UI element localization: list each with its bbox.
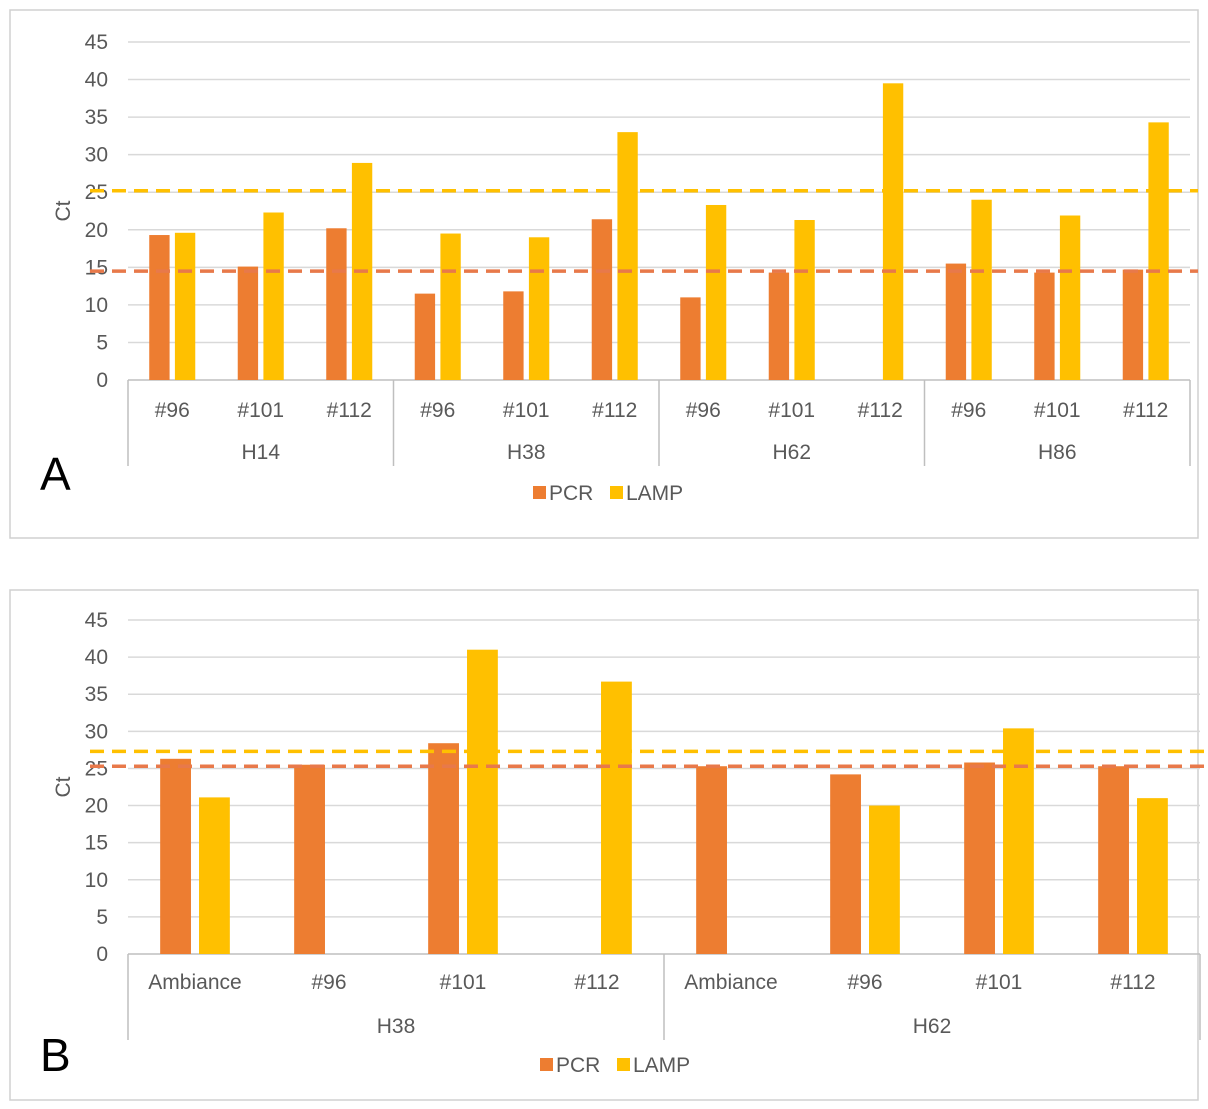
x-group-label: H14 <box>241 441 280 464</box>
bar-lamp <box>601 681 632 954</box>
x-category-label: #112 <box>1110 971 1155 994</box>
bar-pcr <box>1122 269 1144 380</box>
y-tick-label: 30 <box>85 720 108 743</box>
bar-pcr <box>1098 766 1129 954</box>
bar-lamp <box>705 204 727 380</box>
chart-panel-a: 0 5 10 15 20 25 30 35 40 45 Ct #96 #101 #112 #96 #101 #1… <box>9 9 1199 539</box>
y-tick-label: 45 <box>85 31 108 54</box>
y-tick-label: 20 <box>85 795 108 818</box>
legend: PCR LAMP <box>533 482 683 505</box>
bar-lamp <box>617 132 638 380</box>
y-tick-label: 25 <box>85 181 108 204</box>
x-category-label: Ambiance <box>684 971 777 994</box>
legend-label: LAMP <box>626 482 683 505</box>
bar-pcr <box>945 263 967 380</box>
bar-lamp <box>1148 122 1169 380</box>
bar-pcr <box>696 766 727 954</box>
bar-pcr <box>149 235 170 380</box>
bar-pcr <box>414 293 436 380</box>
legend-label: PCR <box>549 482 593 505</box>
legend-swatch-lamp <box>617 1058 630 1071</box>
y-tick-label: 35 <box>85 683 108 706</box>
panel-label: B <box>40 1029 71 1081</box>
y-tick-label: 40 <box>85 646 108 669</box>
x-category-label: #96 <box>311 971 346 994</box>
y-tick-label: 35 <box>85 106 108 129</box>
bar-pcr <box>1034 272 1055 380</box>
y-tick-label: 45 <box>85 609 108 632</box>
y-tick-label: 5 <box>96 906 108 929</box>
bar-lamp <box>174 232 196 380</box>
x-category-label: #112 <box>592 399 637 422</box>
legend-swatch-lamp <box>610 486 623 499</box>
bar-lamp <box>869 805 900 954</box>
bar-pcr <box>294 764 325 954</box>
y-tick-label: 30 <box>85 144 108 167</box>
bar-lamp <box>528 237 550 380</box>
bar-pcr <box>237 266 259 380</box>
x-category-label: #112 <box>1123 399 1168 422</box>
x-category-label: #112 <box>327 399 372 422</box>
x-category-label: #112 <box>574 971 619 994</box>
bar-pcr <box>160 758 191 954</box>
chart-panel-b: 0 5 10 15 20 25 30 35 40 45 Ct Ambiance #96 #101 #112 A… <box>9 589 1208 1101</box>
x-category-label: #101 <box>503 399 550 422</box>
legend-label: LAMP <box>633 1054 690 1077</box>
bar-lamp <box>199 797 230 954</box>
y-tick-label: 15 <box>85 256 108 279</box>
x-category-label: #96 <box>420 399 455 422</box>
bar-lamp <box>1137 798 1168 954</box>
bar-lamp <box>263 212 284 380</box>
panel-label: A <box>40 448 71 500</box>
bar-lamp <box>971 199 992 380</box>
bar-pcr <box>768 272 790 380</box>
y-tick-label: 0 <box>96 943 108 966</box>
x-group-label: H86 <box>1038 441 1077 464</box>
legend-label: PCR <box>556 1054 600 1077</box>
x-category-label: #101 <box>440 971 487 994</box>
x-group-label: H62 <box>772 441 811 464</box>
bar-lamp <box>1003 728 1034 954</box>
y-tick-label: 0 <box>96 369 108 392</box>
x-category-label: #96 <box>951 399 986 422</box>
bar-lamp <box>794 220 815 380</box>
bar-lamp <box>882 83 904 381</box>
bar-pcr <box>964 762 995 954</box>
x-category-label: #96 <box>847 971 882 994</box>
legend-swatch-pcr <box>533 486 546 499</box>
x-group-label: H38 <box>507 441 546 464</box>
y-tick-label: 10 <box>85 869 108 892</box>
x-category-label: #112 <box>858 399 903 422</box>
y-tick-label: 15 <box>85 832 108 855</box>
x-group-label: H62 <box>913 1015 952 1038</box>
x-category-label: #101 <box>976 971 1023 994</box>
y-axis-label: Ct <box>52 200 75 221</box>
x-category-label: #101 <box>1034 399 1081 422</box>
bar-pcr <box>830 774 861 954</box>
legend-swatch-pcr <box>540 1058 553 1071</box>
y-tick-label: 5 <box>96 331 108 354</box>
x-category-label: #96 <box>686 399 721 422</box>
y-tick-label: 10 <box>85 294 108 317</box>
y-tick-label: 25 <box>85 757 108 780</box>
y-axis-label: Ct <box>52 776 75 797</box>
bar-pcr <box>428 743 459 954</box>
bar-pcr <box>326 228 347 380</box>
bar-pcr <box>591 219 613 380</box>
x-group-label: H38 <box>377 1015 416 1038</box>
y-tick-label: 20 <box>85 219 108 242</box>
x-category-label: Ambiance <box>148 971 241 994</box>
y-tick-label: 40 <box>85 69 108 92</box>
bar-lamp <box>440 233 461 380</box>
bar-pcr <box>503 291 524 380</box>
x-category-label: #101 <box>768 399 815 422</box>
x-category-label: #101 <box>237 399 284 422</box>
x-category-label: #96 <box>155 399 190 422</box>
bar-pcr <box>680 297 701 380</box>
bar-lamp <box>467 649 498 954</box>
legend: PCR LAMP <box>540 1054 690 1077</box>
bar-lamp <box>1059 215 1081 380</box>
